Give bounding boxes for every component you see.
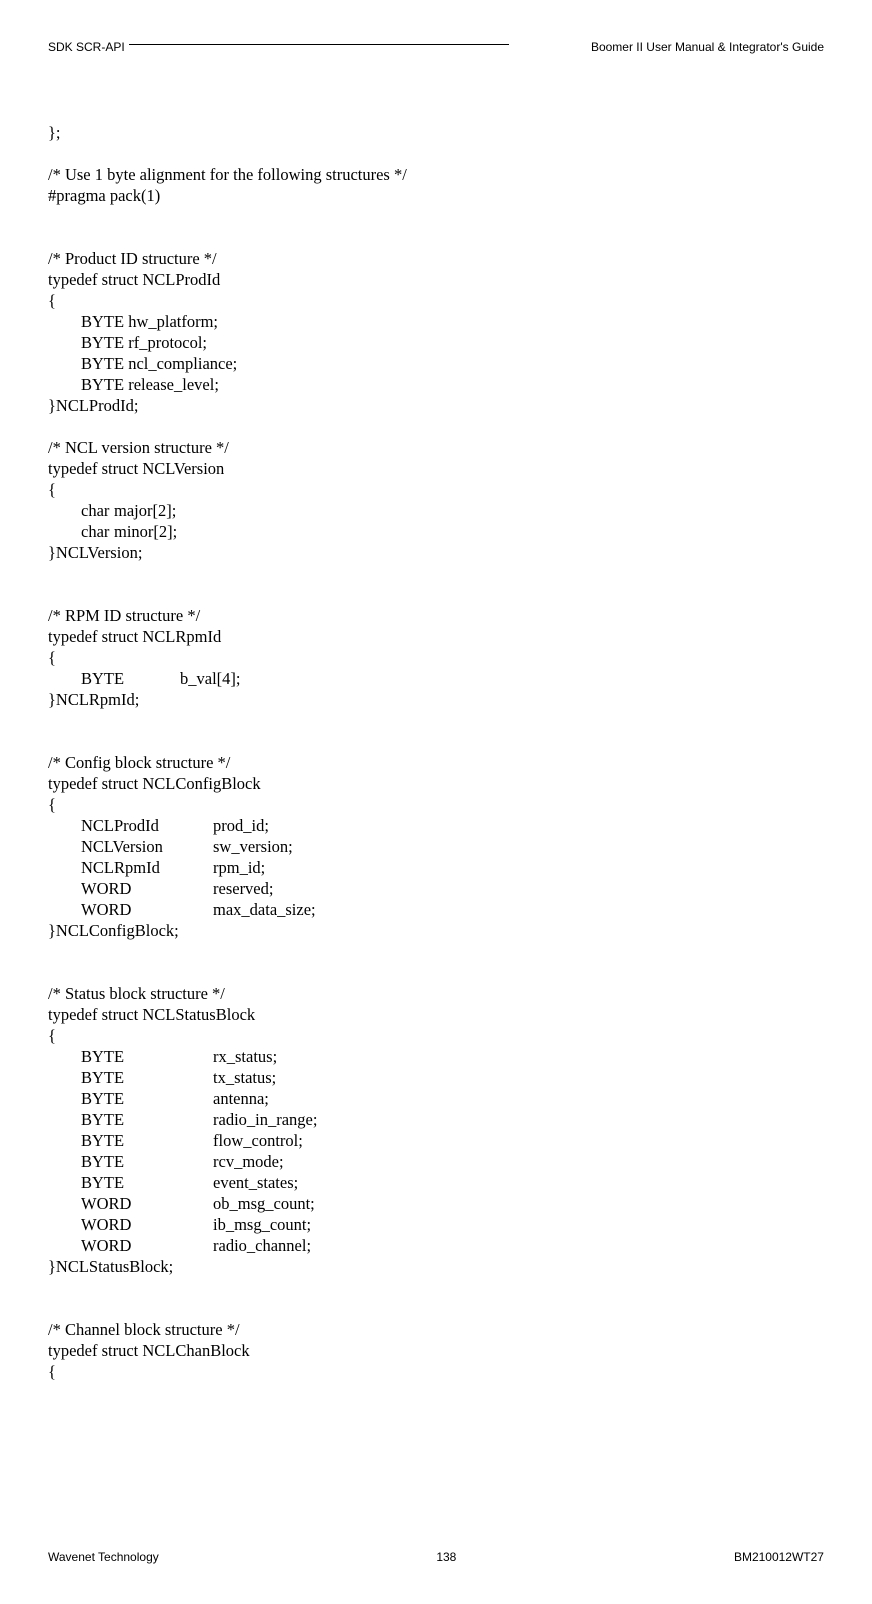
footer-left: Wavenet Technology — [48, 1550, 159, 1564]
page-footer: Wavenet Technology 138 BM210012WT27 — [48, 1550, 824, 1564]
footer-page-number: 138 — [436, 1550, 456, 1564]
header-left-text: SDK SCR-API — [48, 40, 125, 54]
page-header: SDK SCR-API Boomer II User Manual & Inte… — [48, 40, 824, 54]
footer-right: BM210012WT27 — [734, 1550, 824, 1564]
header-divider-line — [129, 44, 509, 45]
header-right-text: Boomer II User Manual & Integrator's Gui… — [591, 40, 824, 54]
code-content: }; /* Use 1 byte alignment for the follo… — [48, 122, 824, 1382]
header-left-group: SDK SCR-API — [48, 40, 513, 54]
